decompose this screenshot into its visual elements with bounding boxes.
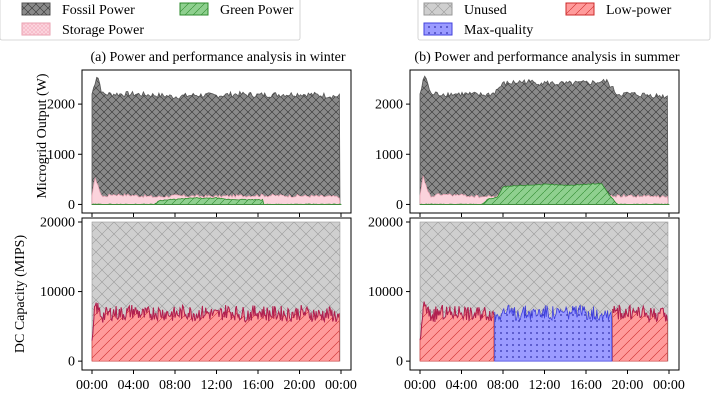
y-tick-label: 10000 bbox=[368, 285, 403, 300]
x-tick-label: 20:00 bbox=[612, 378, 644, 393]
x-tick-label: 16:00 bbox=[242, 378, 274, 393]
series-max-quality-dots bbox=[494, 304, 612, 362]
legend-label-unused: Unused bbox=[464, 3, 507, 18]
x-tick-label: 08:00 bbox=[487, 378, 519, 393]
ylabel-capacity: DC Capacity (MIPS) bbox=[13, 235, 28, 354]
y-tick-label: 0 bbox=[396, 355, 403, 370]
x-tick-label: 08:00 bbox=[159, 378, 191, 393]
capacity-line bbox=[91, 302, 340, 341]
y-tick-label: 20000 bbox=[40, 216, 75, 231]
panel-summer-power: 0 1000 2000 bbox=[375, 69, 680, 217]
y-tick-label: 1000 bbox=[375, 148, 403, 163]
x-tick-label: 00:00 bbox=[653, 378, 685, 393]
x-tick-label: 00:00 bbox=[404, 378, 436, 393]
panel-summer-capacity: 0 10000 20000 00:00 04:00 08:00 12:00 16:00 20:0… bbox=[368, 216, 685, 394]
subplot-title-summer: (b) Power and performance analysis in su… bbox=[414, 50, 679, 65]
legend-label-green: Green Power bbox=[220, 3, 294, 18]
legend-item-lowpower: Low-power bbox=[565, 2, 672, 18]
x-tick-label: 00:00 bbox=[76, 378, 108, 393]
legend-item-fossil: Fossil Power bbox=[21, 2, 135, 18]
legend-item-green: Green Power bbox=[179, 2, 294, 18]
series-fossil-power-hatch bbox=[419, 75, 669, 205]
y-tick-label: 2000 bbox=[375, 98, 403, 113]
panel-winter-capacity: 0 10000 20000 00:00 04:00 08:00 12:00 16:00 20:0… bbox=[40, 216, 357, 394]
series-low-power-hatch bbox=[91, 302, 340, 362]
ylabel-power: Microgrid Output (W) bbox=[35, 73, 50, 199]
panel-winter-power: 0 1000 2000 bbox=[47, 69, 352, 217]
x-tick-label: 20:00 bbox=[284, 378, 316, 393]
series-green-power-hatch bbox=[420, 183, 669, 205]
series-green-power-hatch bbox=[92, 197, 341, 205]
y-tick-label: 10000 bbox=[40, 285, 75, 300]
capacity-line bbox=[419, 301, 495, 341]
legend-label-lowpower: Low-power bbox=[606, 3, 672, 18]
legend-item-storage: Storage Power bbox=[21, 22, 144, 38]
y-tick-label: 0 bbox=[68, 198, 75, 213]
series-fossil-power-hatch bbox=[91, 76, 341, 205]
x-tick-label: 16:00 bbox=[570, 378, 602, 393]
legend-label-storage: Storage Power bbox=[62, 23, 144, 38]
x-tick-label: 12:00 bbox=[201, 378, 233, 393]
x-tick-label: 00:00 bbox=[325, 378, 357, 393]
legend-item-maxq: Max-quality bbox=[423, 22, 533, 38]
x-tick-label: 04:00 bbox=[446, 378, 478, 393]
legend-right: Unused Low-power Max-quality bbox=[417, 0, 711, 41]
y-tick-label: 0 bbox=[68, 355, 75, 370]
y-tick-label: 0 bbox=[396, 198, 403, 213]
legend-left: Fossil Power Green Power Storage Power bbox=[0, 0, 301, 41]
y-tick-label: 20000 bbox=[368, 216, 403, 231]
capacity-line bbox=[612, 304, 668, 324]
x-tick-label: 04:00 bbox=[118, 378, 150, 393]
legend-label-maxq: Max-quality bbox=[464, 23, 533, 38]
x-tick-label: 12:00 bbox=[529, 378, 561, 393]
series-storage-power bbox=[91, 176, 341, 205]
legend-label-fossil: Fossil Power bbox=[62, 3, 135, 18]
legend-item-unused: Unused bbox=[423, 2, 507, 18]
y-tick-label: 1000 bbox=[47, 148, 75, 163]
y-tick-label: 2000 bbox=[47, 98, 75, 113]
subplot-title-winter: (a) Power and performance analysis in wi… bbox=[90, 50, 345, 65]
